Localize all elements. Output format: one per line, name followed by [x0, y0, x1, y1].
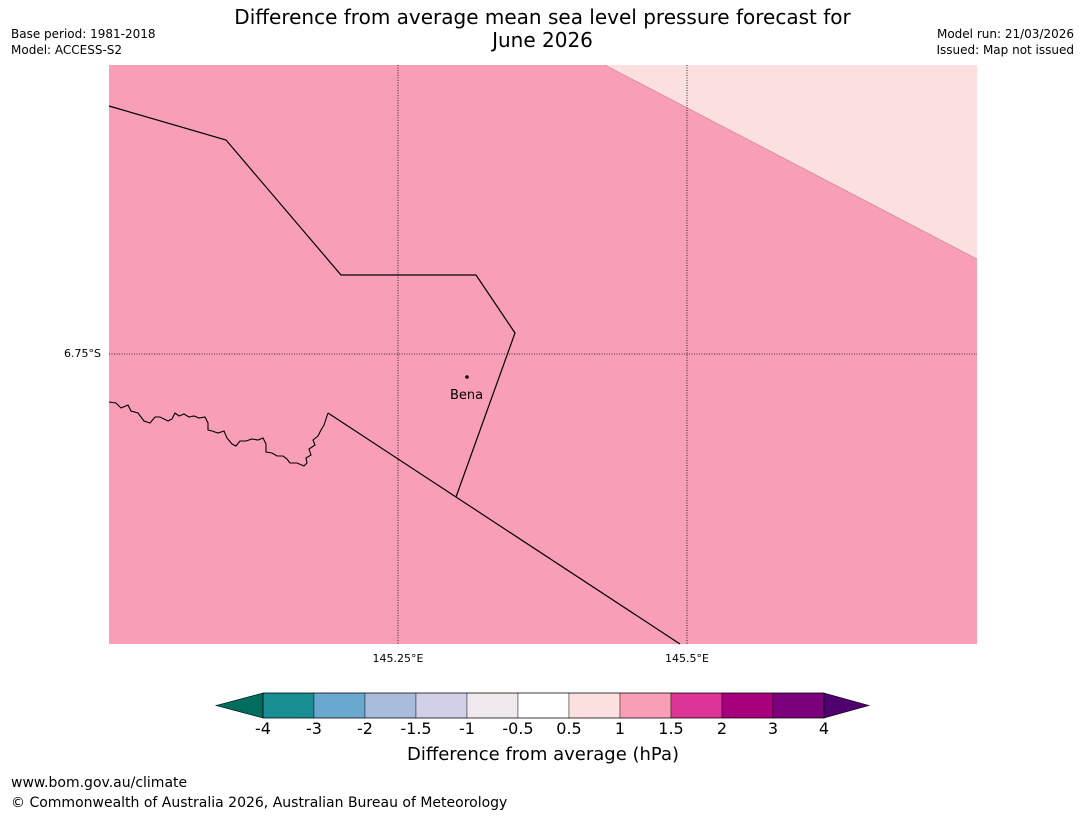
colorbar-tick-label: -1.5	[400, 719, 432, 738]
colorbar-segment	[721, 692, 774, 719]
river-line	[108, 401, 329, 467]
issued-status: Issued: Map not issued	[936, 43, 1074, 57]
model-name: Model: ACCESS-S2	[11, 43, 123, 57]
lon-label: 145.25°E	[372, 652, 424, 665]
footer-copyright: © Commonwealth of Australia 2026, Austra…	[11, 795, 508, 811]
model-run: Model run: 21/03/2026	[936, 27, 1074, 41]
province-border	[108, 105, 516, 498]
colorbar-tick-label: 4	[818, 719, 830, 738]
colorbar-segment	[313, 692, 366, 719]
colorbar-tick-label: 0.5	[556, 719, 582, 738]
lon-label: 145.5°E	[665, 652, 709, 665]
map-title: Difference from average mean sea level p…	[234, 5, 851, 52]
colorbar-segment	[262, 692, 315, 719]
place-marker	[465, 375, 469, 379]
place-label: Bena	[450, 388, 484, 403]
colorbar-segment	[670, 692, 723, 719]
colorbar-segment	[364, 692, 417, 719]
meta-left: Base period: 1981-2018 Model: ACCESS-S2	[11, 26, 156, 58]
colorbar-segment	[517, 692, 570, 719]
lat-label: 6.75°S	[64, 347, 101, 360]
colorbar-over-triangle	[823, 692, 871, 719]
colorbar-segment	[568, 692, 621, 719]
colorbar-tick-label: 1.5	[658, 719, 684, 738]
colorbar-segment	[415, 692, 468, 719]
colorbar-tick-label: -0.5	[502, 719, 534, 738]
colorbar-under-triangle	[214, 692, 264, 719]
colorbar-tick-label: -2	[357, 719, 373, 738]
colorbar-segment	[772, 692, 825, 719]
colorbar-frame	[262, 692, 825, 719]
colorbar-tick-label: -1	[459, 719, 475, 738]
colorbar-tick-label: -3	[306, 719, 322, 738]
colorbar-tick-label: 3	[767, 719, 779, 738]
colorbar-segment	[619, 692, 672, 719]
province-border	[327, 412, 681, 645]
corner-contour	[604, 64, 978, 260]
colorbar-title: Difference from average (hPa)	[406, 744, 680, 765]
colorbar-segment	[466, 692, 519, 719]
colorbar-tick-label: -4	[255, 719, 271, 738]
footer-url[interactable]: www.bom.gov.au/climate	[11, 775, 188, 791]
colorbar-tick-label: 1	[614, 719, 626, 738]
colorbar-tick-label: 2	[716, 719, 728, 738]
colorbar-segments	[262, 692, 825, 719]
meta-right: Model run: 21/03/2026 Issued: Map not is…	[936, 26, 1074, 58]
base-period: Base period: 1981-2018	[11, 27, 156, 41]
